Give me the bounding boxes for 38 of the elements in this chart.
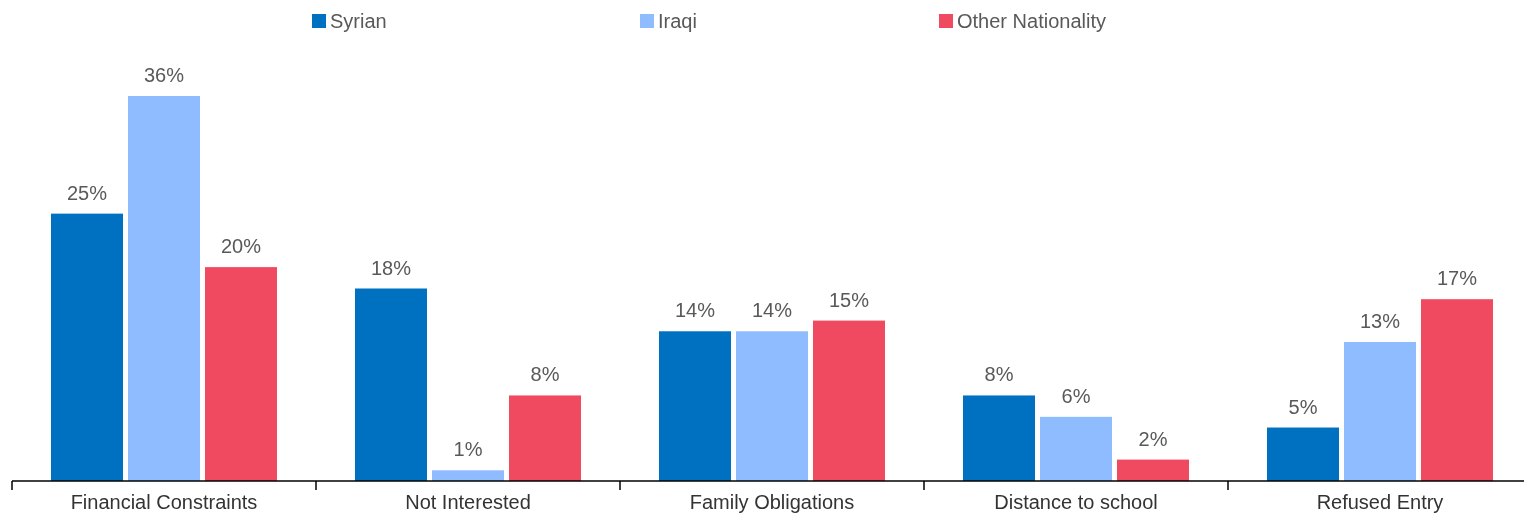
bar xyxy=(128,96,200,481)
data-label: 6% xyxy=(1061,384,1091,407)
bar xyxy=(51,213,123,481)
data-label: 14% xyxy=(674,299,716,322)
bar xyxy=(736,331,808,481)
data-label: 15% xyxy=(828,288,870,311)
data-label: 18% xyxy=(370,256,412,279)
bar xyxy=(1267,427,1339,481)
bar xyxy=(1421,299,1493,481)
bar xyxy=(1344,341,1416,481)
data-label: 2% xyxy=(1138,427,1168,450)
bar xyxy=(355,288,427,481)
bar xyxy=(509,395,581,481)
bar xyxy=(432,470,504,481)
legend-label: Other Nationality xyxy=(957,10,1106,32)
x-tick-label: Financial Constraints xyxy=(70,491,258,513)
bar xyxy=(813,320,885,481)
bar xyxy=(659,331,731,481)
data-label: 25% xyxy=(66,181,108,204)
x-tick-label: Distance to school xyxy=(994,491,1158,513)
bar xyxy=(1117,459,1189,481)
data-label: 17% xyxy=(1436,267,1478,290)
data-label: 14% xyxy=(751,299,793,322)
data-label: 8% xyxy=(984,363,1014,386)
legend-label: Iraqi xyxy=(658,10,697,32)
x-tick-label: Refused Entry xyxy=(1316,491,1444,513)
bar xyxy=(205,267,277,481)
data-label: 13% xyxy=(1359,309,1401,332)
legend-label: Syrian xyxy=(330,10,387,32)
bar xyxy=(963,395,1035,481)
bar xyxy=(1040,416,1112,481)
x-tick-label: Not Interested xyxy=(405,491,531,513)
data-label: 36% xyxy=(143,64,185,86)
x-tick-label: Family Obligations xyxy=(689,491,855,513)
data-label: 1% xyxy=(453,438,483,461)
data-label: 8% xyxy=(530,363,560,386)
data-label: 5% xyxy=(1288,395,1318,418)
data-label: 20% xyxy=(220,235,262,258)
